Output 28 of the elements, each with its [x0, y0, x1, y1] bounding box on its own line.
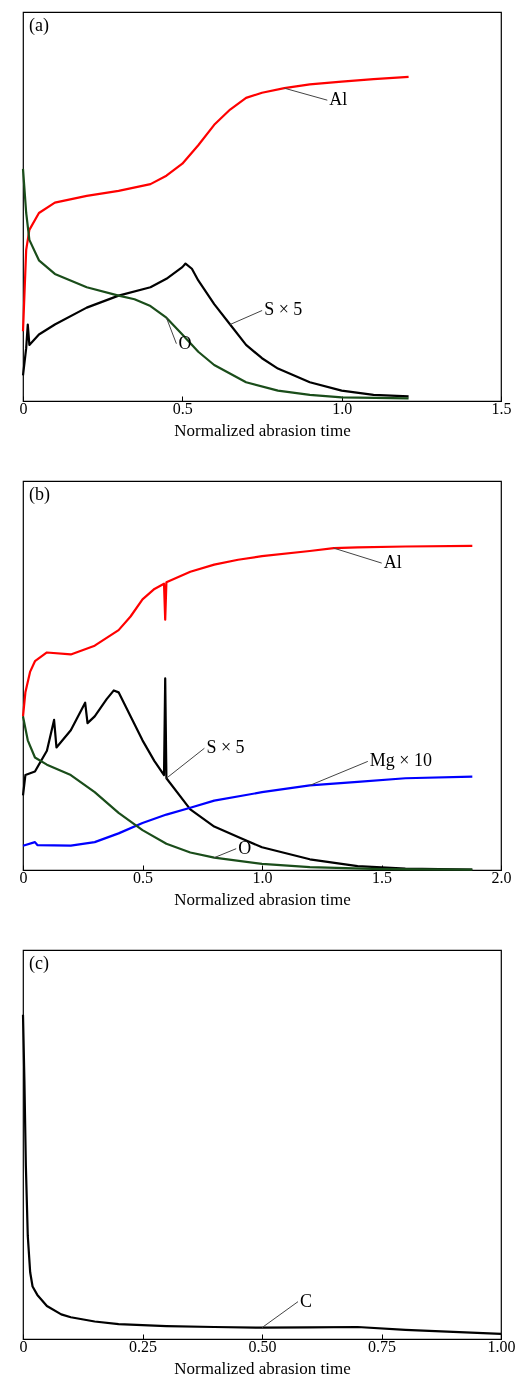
x-tick-label: 1.0 [332, 399, 353, 417]
chart-title: (c) [29, 953, 49, 974]
x-tick-label: 1.5 [491, 399, 512, 417]
x-tick-label: 2.0 [491, 868, 512, 886]
series-label: S × 5 [264, 299, 303, 320]
series-label: Al [329, 89, 348, 110]
x-axis-title: Normalized abrasion time [174, 889, 351, 909]
x-tick-label: 1.5 [372, 868, 392, 886]
series-label: Mg × 10 [369, 750, 432, 771]
x-tick-label: 0.75 [368, 1337, 396, 1355]
series-label: O [238, 837, 252, 858]
x-tick-label: 1.00 [487, 1337, 516, 1355]
chart-title: (a) [29, 15, 49, 36]
text: S × 5 [206, 737, 245, 758]
chart-title: (b) [29, 484, 50, 505]
x-tick-label: 0.50 [248, 1337, 277, 1355]
x-axis-title: Normalized abrasion time [174, 1358, 351, 1378]
series-label: C [300, 1290, 313, 1311]
x-tick-label: 0.5 [172, 399, 193, 417]
x-tick-label: 0 [19, 1337, 28, 1355]
x-tick-label: 1.0 [252, 868, 273, 886]
x-axis-title: Normalized abrasion time [174, 420, 351, 440]
x-tick-label: 0 [19, 399, 28, 417]
series-label: Al [383, 552, 402, 573]
x-tick-label: 0.5 [133, 868, 153, 886]
x-tick-label: 0 [19, 868, 28, 886]
series-label: O [178, 332, 192, 353]
x-tick-label: 0.25 [129, 1337, 157, 1355]
